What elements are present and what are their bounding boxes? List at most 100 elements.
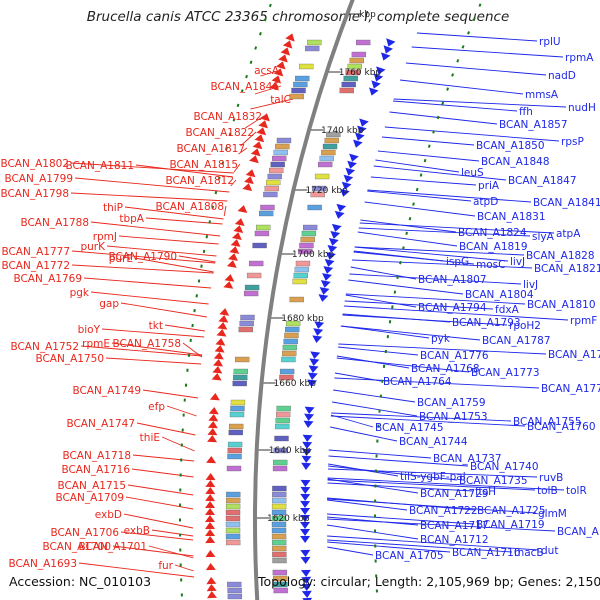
left-gene-label-26: bioY	[78, 324, 101, 336]
left-leader-10	[230, 179, 237, 187]
cog-reverse-121	[285, 320, 301, 327]
left-gene-label-35: BCAN_A1718	[62, 450, 131, 462]
left-gene-label-9: BCAN_A1799	[4, 173, 73, 185]
right-leader-25	[349, 273, 522, 285]
right-leader-35	[340, 325, 481, 341]
right-leader-20	[354, 246, 525, 256]
right-leader-37	[338, 343, 547, 355]
cog-reverse-138	[282, 350, 297, 357]
forward-gene-190	[205, 515, 216, 523]
cog-reverse-170	[274, 435, 289, 442]
kbp-tick-label-5: 1660 kbp	[274, 379, 317, 389]
right-gene-label-55: BCAN_A1729	[420, 488, 489, 500]
cog-reverse-142	[279, 368, 295, 375]
forward-gene-6	[278, 54, 288, 63]
right-leader-27	[348, 279, 464, 295]
backbone-ring	[253, 0, 355, 600]
left-gene-label-32: efp	[148, 401, 165, 413]
reverse-gene-80	[328, 237, 339, 246]
left-gene-label-6: BCAN_A1815	[169, 159, 238, 171]
left-gene-label-21: BCAN_A1772	[1, 260, 70, 272]
left-leader-30	[105, 357, 202, 365]
forward-gene-83	[229, 246, 240, 254]
right-leader-31	[343, 305, 569, 321]
right-gene-label-10: leuS	[461, 167, 484, 179]
left-leader-28	[111, 342, 203, 356]
forward-gene-2	[282, 40, 293, 49]
right-leader-57	[327, 499, 408, 511]
cog-reverse-200	[272, 485, 287, 492]
cog-forward-103	[249, 260, 264, 267]
cog-forward-201	[226, 491, 241, 498]
reverse-gene-181	[300, 486, 311, 494]
forward-gene-182	[205, 487, 216, 495]
forward-gene-39	[250, 148, 261, 157]
cog-forward-25	[293, 81, 308, 88]
forward-gene-135	[211, 373, 222, 381]
cog-reverse-58	[319, 155, 334, 162]
cog-forward-215	[225, 533, 241, 540]
right-gene-label-37: BCAN_A1791	[548, 349, 600, 361]
right-leader-53	[327, 479, 536, 491]
forward-gene-4	[280, 47, 291, 56]
reverse-gene-42	[347, 160, 357, 169]
left-leader-23	[90, 291, 209, 305]
right-leader-59	[327, 498, 537, 514]
forward-gene-117	[216, 329, 227, 337]
cog-reverse-234	[273, 581, 288, 588]
right-leader-29	[345, 293, 526, 305]
forward-gene-70	[237, 205, 248, 214]
right-leader-49	[328, 455, 469, 467]
right-gene-label-0: rplU	[539, 36, 561, 48]
left-gene-label-44: BCAN_A1693	[8, 558, 77, 570]
reverse-gene-151	[303, 420, 314, 428]
kbp-tick-label-7: 1620 kbp	[267, 514, 310, 524]
cog-reverse-124	[284, 332, 299, 339]
cog-reverse-24	[343, 75, 358, 82]
right-leader-30	[345, 294, 417, 308]
right-gene-label-50: tilS-ygbF-pal	[400, 471, 466, 483]
left-gene-label-36: BCAN_A1716	[61, 464, 130, 476]
reverse-gene-93	[319, 287, 330, 295]
right-gene-label-22: mosC	[476, 259, 505, 271]
reverse-gene-14	[369, 87, 379, 96]
cog-reverse-16	[356, 39, 371, 46]
dotted-ring-0	[179, 0, 274, 600]
cog-reverse-50	[326, 131, 341, 138]
reverse-gene-12	[371, 80, 381, 89]
left-gene-label-1: BCAN_A1846	[210, 81, 279, 93]
cog-forward-72	[260, 204, 275, 211]
right-leader-33	[342, 314, 508, 326]
forward-gene-36	[254, 134, 265, 143]
left-gene-label-14: BCAN_A1788	[20, 217, 89, 229]
right-gene-label-42: BCAN_A1759	[417, 397, 486, 409]
right-leader-8	[381, 136, 475, 146]
right-gene-label-41: BCAN_A1775	[541, 383, 600, 395]
right-gene-label-46: BCAN_A1745	[375, 422, 444, 434]
reverse-gene-8	[376, 66, 386, 75]
reverse-gene-33	[357, 125, 367, 134]
left-gene-label-8: BCAN_A1811	[65, 160, 134, 172]
left-gene-label-2: talC	[270, 94, 291, 106]
right-gene-label-31: rpmF	[570, 315, 597, 327]
left-leader-21	[71, 264, 214, 274]
right-gene-label-24: BCAN_A1821	[534, 263, 600, 275]
forward-gene-13	[269, 82, 279, 91]
cog-forward-172	[227, 447, 242, 454]
reverse-gene-82	[327, 245, 338, 253]
forward-gene-133	[212, 366, 223, 374]
cog-forward-162	[230, 405, 245, 412]
map-title: Brucella canis ATCC 23365 chromosome I, …	[87, 9, 510, 25]
genome-rings	[179, 0, 484, 600]
cog-reverse-166	[275, 417, 290, 424]
gene-features	[205, 33, 396, 600]
forward-gene-229	[207, 591, 218, 599]
reverse-gene-223	[300, 569, 311, 577]
left-gene-label-10: BCAN_A1812	[165, 175, 234, 187]
topology-text: Topology: circular; Length: 2,105,969 bp…	[257, 574, 600, 589]
forward-gene-148	[208, 407, 219, 415]
cog-reverse-236	[273, 587, 288, 594]
left-leader-4	[240, 131, 257, 147]
right-leader-62	[326, 518, 556, 532]
forward-gene-30	[260, 113, 270, 122]
